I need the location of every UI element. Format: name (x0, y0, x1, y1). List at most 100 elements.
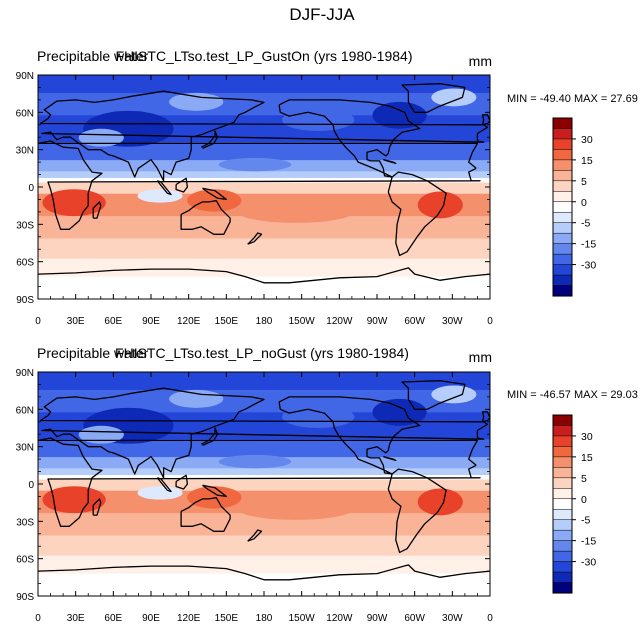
x-tick-label: 90E (142, 613, 160, 624)
colorbar-swatch (552, 488, 573, 500)
x-tick-label: 30E (67, 316, 85, 327)
coastline (175, 177, 189, 193)
coastline (278, 396, 421, 475)
field-band (38, 439, 490, 458)
coastline (156, 477, 172, 493)
field-region (236, 497, 355, 520)
colorbar-label: -5 (581, 515, 590, 527)
colorbar-label: -15 (581, 239, 596, 251)
coastline (92, 498, 102, 516)
field-region (169, 92, 224, 111)
colorbar-label: 30 (581, 431, 593, 443)
coastline (180, 200, 231, 235)
y-tick-label: 90N (16, 368, 34, 379)
x-tick-label: 150E (215, 613, 239, 624)
field-band (38, 178, 490, 184)
x-tick-label: 60W (404, 316, 425, 327)
colorbar-swatch (552, 159, 573, 171)
panel-2-axes: 0 30E 60E 90E 120E 150E 180 150W 120W 90W 60W 30W 09… (16, 368, 494, 624)
coastline (387, 468, 447, 554)
colorbar-swatch (552, 467, 573, 479)
colorbar-swatch (552, 477, 573, 489)
field-region (431, 385, 477, 404)
x-tick-label: 60E (104, 316, 122, 327)
panel-1-left-title: Precipitable water (37, 48, 149, 64)
coastline (278, 99, 421, 178)
field-region (169, 389, 224, 408)
colorbar-swatch (552, 571, 573, 584)
colorbar-swatch (552, 456, 573, 468)
panel-2-map (37, 371, 491, 597)
field-band (38, 468, 490, 476)
colorbar-swatch (552, 128, 573, 140)
field-band (38, 573, 490, 596)
colorbar-label: -15 (581, 536, 596, 548)
panel-2-colorbar: 30 15 5 0 -5 -15 -30 (552, 414, 596, 594)
panel-1-colorbar: 30 15 5 0 -5 -15 -30 (552, 117, 596, 297)
field-region (431, 88, 477, 107)
y-tick-label: 60N (16, 108, 34, 119)
field-band (38, 513, 490, 537)
field (38, 372, 490, 596)
coastline (156, 180, 172, 196)
colorbar-swatch (552, 285, 573, 297)
y-tick-label: 30S (16, 220, 34, 231)
colorbar-label: 0 (581, 494, 587, 506)
coastline (481, 114, 490, 126)
colorbar-swatch (552, 508, 573, 521)
colorbar-swatch (552, 180, 573, 192)
panel-2: Precipitable water FHISTC_LTso.test_LP_n… (16, 345, 638, 624)
colorbar-swatch (552, 414, 573, 427)
colorbar-label: -30 (581, 260, 596, 272)
panel-1-center-title: FHISTC_LTso.test_LP_GustOn (yrs 1980-198… (116, 48, 413, 64)
field-band (38, 238, 490, 260)
field-region (417, 488, 463, 516)
field-band (38, 182, 490, 195)
colorbar-swatch (552, 540, 573, 552)
colorbar-label: 5 (581, 473, 587, 485)
y-tick-label: 60S (16, 555, 34, 566)
colorbar-label: -5 (581, 218, 590, 230)
field-band (38, 142, 490, 161)
coastline (39, 387, 489, 479)
x-tick-label: 120W (326, 316, 353, 327)
x-tick-label: 180 (256, 316, 273, 327)
colorbar-swatch (552, 550, 573, 563)
coastline (247, 232, 263, 245)
field-region (372, 398, 427, 426)
figure-title: DJF-JJA (289, 5, 355, 24)
field-region (372, 101, 427, 129)
field-region (78, 128, 124, 147)
panel-1-units: mm (469, 53, 492, 69)
x-tick-label: 120E (177, 316, 201, 327)
coastline (200, 427, 219, 446)
x-tick-label: 0 (487, 316, 493, 327)
coastlines (38, 380, 490, 581)
colorbar-swatch (552, 425, 573, 437)
x-tick-label: 0 (35, 316, 41, 327)
colorbar-swatch (552, 191, 573, 203)
panel-1: Precipitable water FHISTC_LTso.test_LP_G… (16, 48, 638, 327)
colorbar-swatch (552, 446, 573, 458)
field-band (38, 475, 490, 481)
field-region (78, 425, 124, 444)
coastline (401, 83, 466, 113)
panel-1-axes: 0 30E 60E 90E 120E 150E 180 150W 120W 90W 60W 30W 09… (16, 71, 494, 327)
colorbar-label: 0 (581, 197, 587, 209)
colorbar-swatch (552, 211, 573, 224)
field-band (38, 171, 490, 179)
x-tick-label: 0 (35, 613, 41, 624)
x-tick-label: 30E (67, 613, 85, 624)
coastline (38, 140, 481, 230)
field-band (38, 555, 490, 575)
colorbar-swatch (552, 243, 573, 255)
x-tick-label: 90W (367, 316, 388, 327)
colorbar-swatch (552, 274, 573, 287)
colorbar-swatch (552, 201, 573, 213)
coastline (481, 411, 490, 423)
panel-1-min-max: MIN = -49.40 MAX = 27.69 (507, 93, 638, 105)
field (38, 75, 490, 299)
x-tick-label: 60W (404, 613, 425, 624)
colorbar-swatch (552, 253, 573, 266)
x-tick-label: 150W (289, 613, 316, 624)
